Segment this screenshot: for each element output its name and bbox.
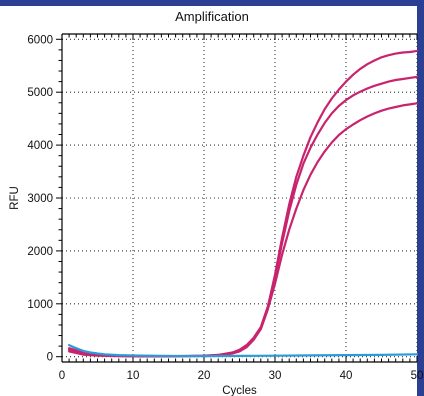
y-tick-label: 6000 xyxy=(27,34,53,46)
x-tick-label: 10 xyxy=(127,370,140,382)
grid-lines xyxy=(62,34,418,362)
x-tick-label: 30 xyxy=(269,370,282,382)
y-tick-label: 1000 xyxy=(27,299,53,311)
y-tick-label: 3000 xyxy=(27,193,53,205)
x-tick-label: 40 xyxy=(340,370,353,382)
chart-title: Amplification xyxy=(175,9,249,24)
window-side-bar xyxy=(417,0,424,396)
x-tick-label: 0 xyxy=(59,370,65,382)
x-tick-label: 20 xyxy=(198,370,211,382)
y-tick-label: 5000 xyxy=(27,87,53,99)
y-tick-label: 0 xyxy=(47,352,53,364)
series-lines xyxy=(68,49,419,358)
y-axis-label: RFU xyxy=(9,186,21,210)
series-line-4 xyxy=(68,344,419,358)
window-top-bar xyxy=(0,0,424,6)
series-line-1 xyxy=(68,49,419,358)
x-axis-label: Cycles xyxy=(222,385,257,396)
series-line-3 xyxy=(68,102,419,358)
y-tick-label: 2000 xyxy=(27,246,53,258)
y-tick-label: 4000 xyxy=(27,140,53,152)
x-tick-label: 50 xyxy=(411,370,424,382)
axes: 0 10 20 30 40 50 0 1000 2000 3000 4000 5000 6000 xyxy=(27,33,424,382)
